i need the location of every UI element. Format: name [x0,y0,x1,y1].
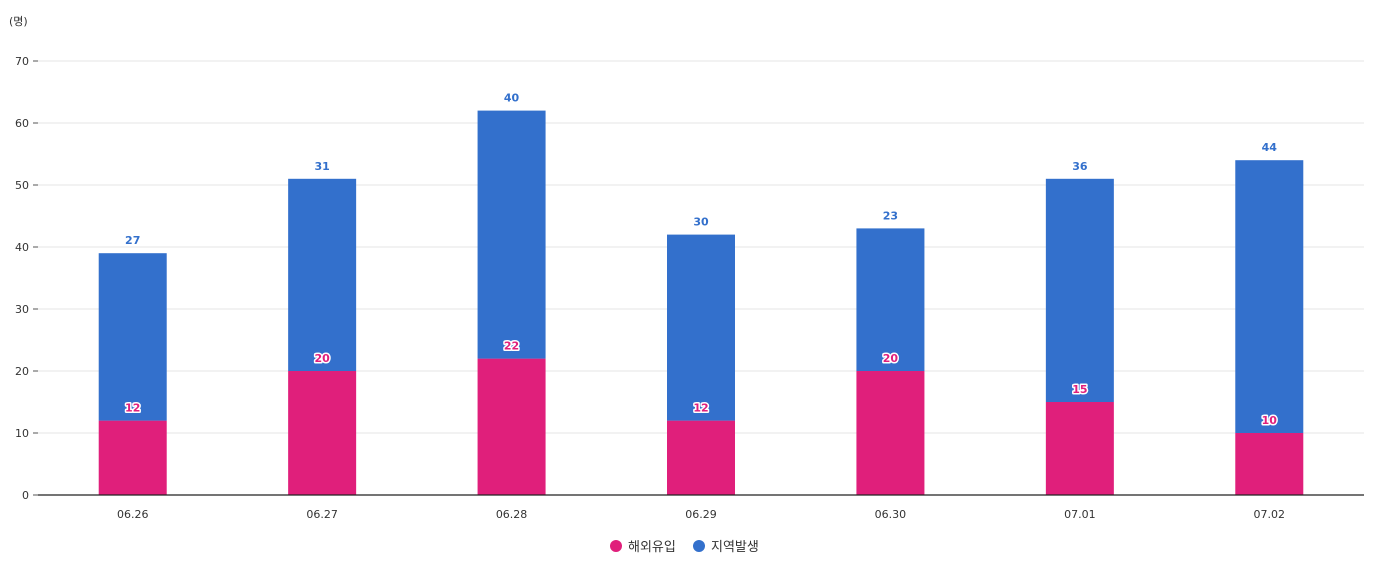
value-label-local: 31 [314,160,329,173]
legend-marker [693,540,705,552]
legend-label: 지역발생 [711,540,759,555]
value-label-local: 30 [693,216,709,229]
value-label-overseas: 10 [1262,414,1278,427]
x-tick-label: 06.28 [496,508,528,521]
bar-segment-local [288,178,357,371]
bar-segment-overseas [1235,433,1304,495]
value-label-local: 36 [1072,160,1088,173]
value-label-overseas: 22 [504,340,519,353]
x-tick-label: 07.02 [1254,508,1286,521]
bar-segment-overseas [288,371,357,495]
value-label-local: 23 [883,209,898,222]
legend: 해외유입 지역발생 [610,540,759,555]
value-label-overseas: 12 [125,402,140,415]
y-tick-label: 70 [15,55,29,68]
y-tick-label: 60 [15,117,29,130]
value-label-local: 40 [504,92,520,105]
bar-segment-local [1045,178,1114,402]
x-tick-label: 06.27 [306,508,338,521]
x-tick-label: 06.26 [117,508,149,521]
x-tick-label: 06.30 [875,508,907,521]
value-labels: 12 27 20 31 22 40 12 30 20 23 15 36 10 44 [124,92,1279,429]
y-axis: 0 10 20 30 40 50 60 70 [15,55,38,502]
y-tick-label: 30 [15,303,29,316]
bar-segment-overseas [667,420,735,495]
legend-item-local[interactable]: 지역발생 [693,540,759,555]
bar-segment-local [667,234,735,421]
legend-item-overseas[interactable]: 해외유입 [610,540,676,555]
value-label-overseas: 12 [693,402,708,415]
bar-segment-overseas [856,371,925,495]
x-tick-label: 06.29 [685,508,717,521]
y-tick-label: 0 [22,489,29,502]
x-axis: 06.26 06.27 06.28 06.29 06.30 07.01 07.02 [38,494,1364,521]
bar-segment-overseas [98,420,167,495]
value-label-local: 44 [1262,141,1278,154]
bar-segment-local [98,253,167,421]
bar-segment-local [477,110,546,359]
value-label-overseas: 20 [883,352,899,365]
value-label-local: 27 [125,234,140,247]
x-tick-label: 07.01 [1064,508,1096,521]
value-label-overseas: 20 [314,352,330,365]
y-unit-label: (명) [9,15,28,28]
bar-segment-local [1235,160,1304,433]
value-label-overseas: 15 [1072,383,1087,396]
y-tick-label: 50 [15,179,29,192]
bars [98,110,1304,495]
bar-segment-local [856,228,925,371]
y-tick-label: 10 [15,427,29,440]
legend-label: 해외유입 [628,540,676,555]
bar-segment-overseas [1045,402,1114,495]
y-tick-label: 20 [15,365,29,378]
bar-segment-overseas [477,358,546,495]
legend-marker [610,540,622,552]
y-tick-label: 40 [15,241,29,254]
